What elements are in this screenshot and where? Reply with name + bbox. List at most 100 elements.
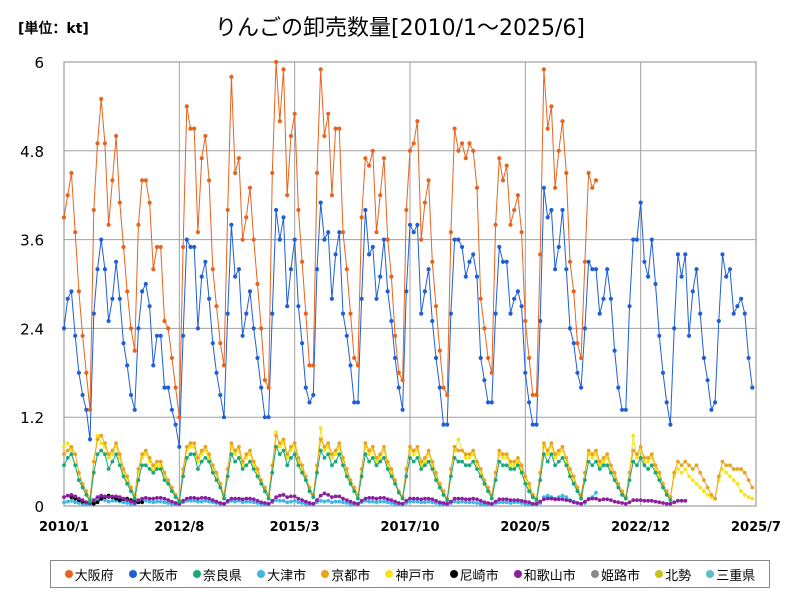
data-point <box>370 444 375 449</box>
data-point <box>311 501 316 506</box>
data-point <box>512 296 517 301</box>
data-point <box>463 497 468 502</box>
data-point <box>303 478 308 482</box>
data-point <box>460 496 464 501</box>
data-point <box>456 459 461 464</box>
data-point <box>605 267 610 272</box>
data-point <box>456 500 461 505</box>
data-point <box>370 496 375 500</box>
data-point <box>203 498 208 503</box>
data-point <box>556 459 561 464</box>
data-point <box>95 141 100 146</box>
data-point <box>77 478 81 482</box>
data-point <box>635 456 639 460</box>
data-point <box>467 456 472 460</box>
data-point <box>523 481 528 486</box>
data-point <box>170 489 174 494</box>
data-point <box>289 494 293 499</box>
data-point <box>177 444 182 449</box>
data-point <box>199 499 204 504</box>
data-point <box>601 456 606 460</box>
data-point <box>564 170 569 176</box>
data-point <box>266 385 271 390</box>
legend-marker <box>192 570 201 578</box>
data-point <box>221 363 227 368</box>
data-point <box>407 148 413 153</box>
data-point <box>307 501 312 505</box>
data-point <box>222 501 226 506</box>
data-point <box>237 444 241 449</box>
data-point <box>262 378 267 383</box>
data-point <box>423 500 427 505</box>
data-point <box>575 489 580 494</box>
data-point <box>114 259 119 264</box>
data-point <box>620 501 624 505</box>
data-point <box>635 452 639 457</box>
data-point <box>367 496 371 500</box>
legend-label: 神戸市 <box>395 568 435 584</box>
data-point <box>288 133 293 139</box>
data-point <box>311 495 316 499</box>
data-point <box>456 148 461 153</box>
data-point <box>147 304 152 309</box>
data-point <box>393 481 397 486</box>
data-point <box>382 444 386 449</box>
data-point <box>99 448 104 453</box>
data-point <box>378 452 383 457</box>
data-point <box>207 178 212 183</box>
data-point <box>374 230 379 235</box>
data-point <box>285 500 290 505</box>
data-point <box>337 452 342 457</box>
data-point <box>121 341 126 346</box>
data-point <box>99 493 104 498</box>
data-point <box>501 456 505 460</box>
data-point <box>423 456 427 460</box>
data-point <box>363 207 368 213</box>
data-point <box>422 200 427 205</box>
data-point <box>497 500 502 505</box>
data-point <box>203 133 208 139</box>
data-point <box>255 355 260 361</box>
data-point <box>631 433 636 438</box>
data-point <box>709 407 714 412</box>
data-point <box>106 318 111 324</box>
data-point <box>430 318 435 324</box>
data-point <box>471 500 476 505</box>
data-point <box>62 452 66 457</box>
data-point <box>560 493 565 498</box>
data-point <box>452 444 457 449</box>
data-point <box>512 467 517 471</box>
data-point <box>500 178 506 183</box>
data-point <box>237 496 241 501</box>
data-point <box>244 499 249 504</box>
data-point <box>270 470 275 475</box>
data-point <box>586 459 591 464</box>
data-point <box>423 459 427 464</box>
data-point <box>214 499 219 504</box>
data-point <box>169 355 174 361</box>
data-point <box>731 311 736 316</box>
data-point <box>389 501 394 505</box>
series-layer <box>61 59 755 507</box>
data-point <box>378 456 383 460</box>
data-point <box>720 252 725 257</box>
unit-label: [単位：kt] <box>18 21 89 37</box>
data-point <box>117 452 122 457</box>
legend-label: 大阪市 <box>138 568 178 584</box>
data-point <box>612 348 617 353</box>
data-point <box>292 237 297 242</box>
data-point <box>307 400 312 405</box>
data-point <box>501 463 505 468</box>
data-point <box>683 252 688 257</box>
data-point <box>541 185 547 190</box>
data-point <box>274 495 278 499</box>
data-point <box>653 470 658 475</box>
data-point <box>199 274 204 279</box>
data-point <box>91 311 96 316</box>
data-point <box>192 126 197 131</box>
data-point <box>303 499 308 504</box>
data-point <box>80 333 85 338</box>
data-point <box>434 498 438 503</box>
data-point <box>259 326 264 331</box>
data-point <box>333 459 338 464</box>
